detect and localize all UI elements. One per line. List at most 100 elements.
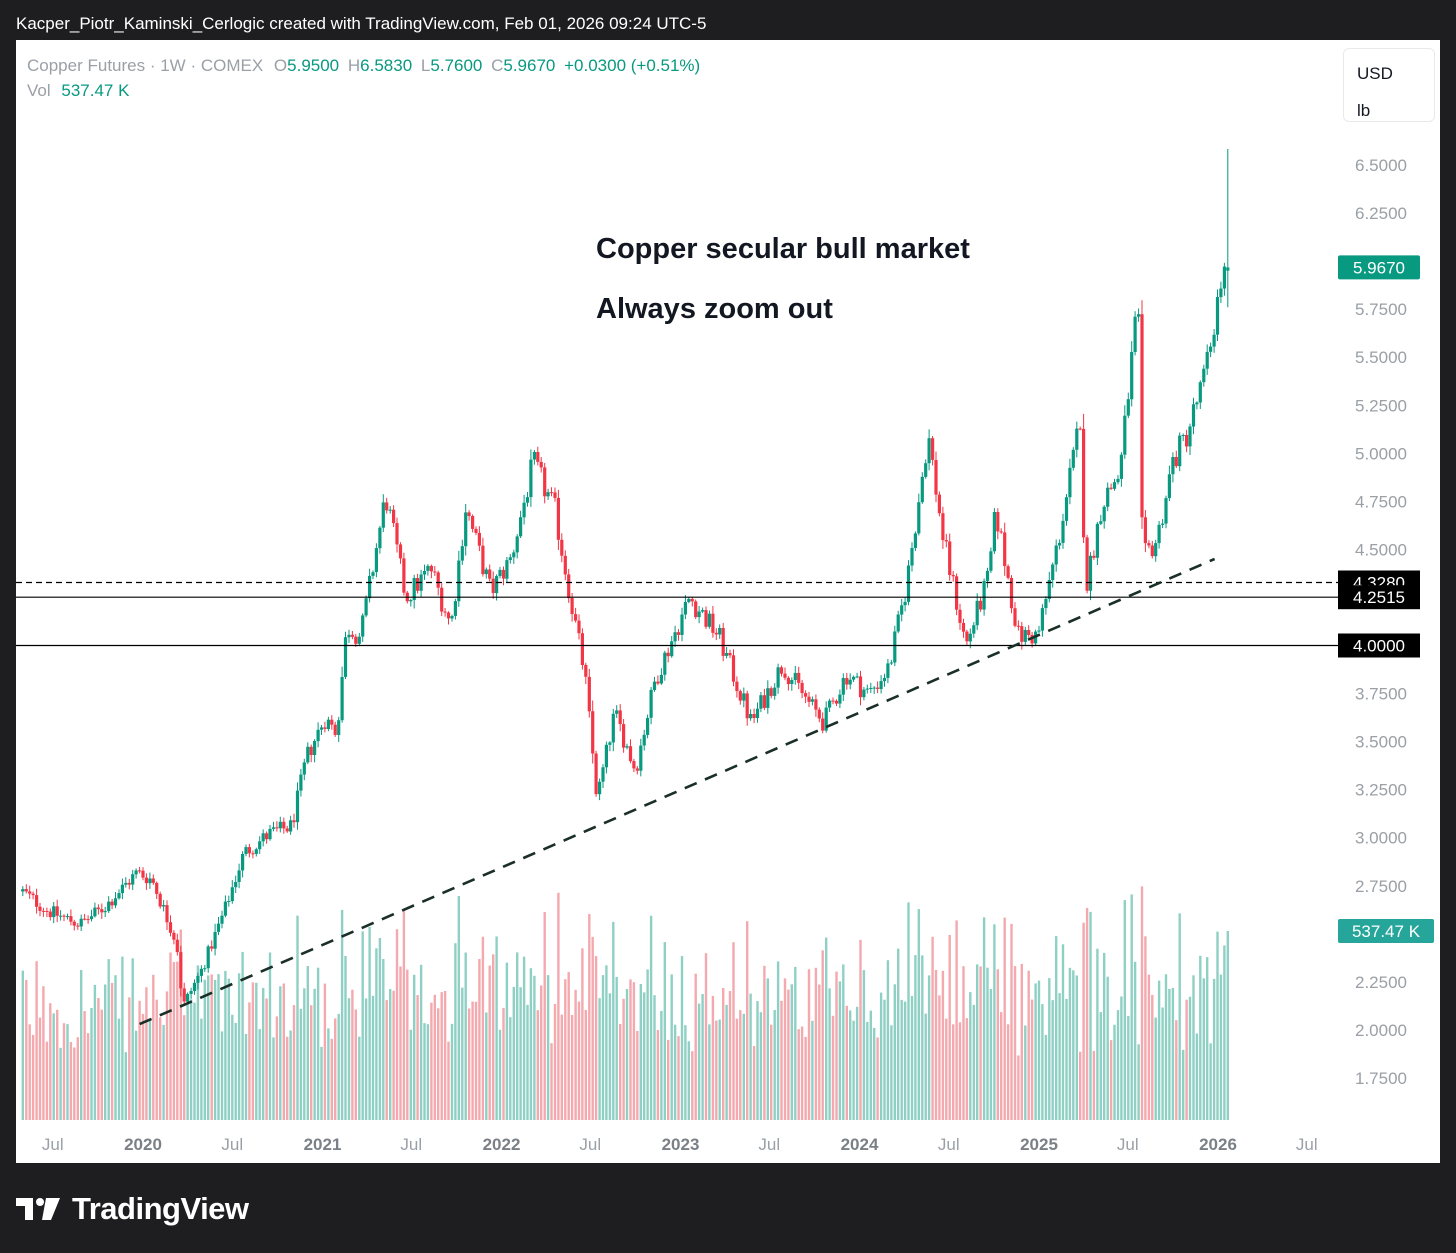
volume-bar <box>344 956 347 1120</box>
candle <box>1167 465 1171 502</box>
volume-bar <box>687 1041 690 1120</box>
volume-bar <box>224 970 227 1120</box>
volume-bar <box>509 1017 512 1120</box>
candle <box>79 914 83 931</box>
candles <box>21 149 1230 1005</box>
currency-label[interactable]: USD <box>1357 64 1393 83</box>
low-value: 5.7600 <box>430 56 483 75</box>
volume-bar <box>574 989 577 1120</box>
volume-bar <box>368 926 371 1120</box>
volume-bar <box>1171 987 1175 1120</box>
candle <box>1044 596 1048 615</box>
candle <box>1222 262 1226 296</box>
candle <box>1185 429 1189 453</box>
candle <box>525 492 530 507</box>
volume-bar <box>73 1047 76 1120</box>
candle <box>1202 364 1206 387</box>
volume-bar <box>763 965 766 1120</box>
volume-bar <box>598 998 601 1120</box>
candle <box>838 689 842 709</box>
symbol-name[interactable]: Copper Futures · 1W · COMEX <box>27 56 264 75</box>
volume-bar <box>780 1000 783 1120</box>
candle <box>343 631 348 679</box>
candle <box>865 684 869 694</box>
volume-bar <box>1223 945 1226 1120</box>
candle <box>920 472 924 504</box>
currency-unit-selector[interactable]: USD lb <box>1343 48 1435 122</box>
volume-bar <box>361 931 364 1120</box>
candle <box>83 913 87 921</box>
trend-line[interactable] <box>139 557 1216 1026</box>
volume-bar <box>1027 970 1030 1120</box>
candle <box>467 510 471 521</box>
volume-bar <box>684 1025 687 1120</box>
y-tick-label: 2.2500 <box>1355 973 1407 992</box>
candle <box>762 688 766 711</box>
volume-bar <box>1175 1020 1178 1120</box>
volume-bar <box>855 1006 859 1120</box>
volume-bar <box>821 950 824 1120</box>
x-tick-label: Jul <box>758 1135 780 1154</box>
volume-bar <box>866 1021 869 1120</box>
close-label: C <box>491 56 504 75</box>
volume-bar <box>488 965 491 1120</box>
candle <box>718 624 722 639</box>
volume-bar <box>1006 1024 1010 1120</box>
level-label: 4.2515 <box>1353 588 1405 607</box>
volume-bar <box>292 1005 296 1120</box>
candle <box>1109 483 1113 490</box>
volume-bar <box>797 1029 800 1120</box>
last-price-label: 5.9670 <box>1353 258 1405 277</box>
volume-bar <box>1010 923 1013 1120</box>
candle <box>1075 421 1079 458</box>
candle <box>755 702 760 723</box>
volume-bar <box>546 975 550 1120</box>
volume-bar <box>186 999 189 1120</box>
candle <box>505 557 509 583</box>
volume-bar <box>227 978 230 1120</box>
candle <box>378 525 382 554</box>
volume-bar <box>952 1024 955 1120</box>
volume-bar <box>1219 974 1223 1120</box>
candle <box>247 843 251 858</box>
y-tick-label: 5.5000 <box>1355 348 1407 367</box>
candle <box>1058 539 1062 550</box>
volume-bar <box>715 1020 718 1120</box>
volume-bar <box>423 1023 426 1120</box>
volume-bar <box>646 969 649 1120</box>
unit-label[interactable]: lb <box>1357 101 1371 120</box>
chart-panel[interactable]: 6.5000 6.2500 5.7500 5.5000 5.2500 5.0000 4.75… <box>16 40 1440 1163</box>
volume-bar <box>1195 1033 1199 1120</box>
close-value: 5.9670 <box>503 56 556 75</box>
horizontal-levels <box>16 581 1338 647</box>
candle <box>41 907 45 917</box>
candle <box>96 904 100 915</box>
volume-bar <box>742 1013 745 1120</box>
volume-bar <box>879 992 883 1120</box>
volume-bar <box>447 1041 450 1120</box>
candle <box>855 672 859 679</box>
volume-bar <box>207 975 210 1120</box>
candle <box>446 611 451 625</box>
volume-bar <box>1182 1049 1185 1120</box>
candle <box>1095 521 1099 565</box>
candle <box>580 628 584 670</box>
candle <box>824 701 828 733</box>
volume-bar <box>375 948 378 1120</box>
candle <box>268 824 272 841</box>
chart-attribution: Kacper_Piotr_Kaminski_Cerlogic created w… <box>16 14 707 33</box>
volume-bar <box>231 1014 234 1120</box>
candle <box>673 625 677 647</box>
candle <box>62 914 66 922</box>
candle <box>683 595 687 620</box>
volume-bar <box>52 1013 55 1120</box>
volume-bar <box>680 956 684 1120</box>
volume-bar <box>313 988 316 1120</box>
volume-bar <box>210 974 213 1120</box>
volume-bar <box>244 1034 248 1120</box>
volume-bar <box>825 937 828 1120</box>
volume-bar <box>1017 1055 1020 1120</box>
candle <box>594 750 598 797</box>
candle <box>206 944 210 973</box>
price-chart[interactable]: 6.5000 6.2500 5.7500 5.5000 5.2500 5.0000 4.75… <box>16 40 1440 1163</box>
